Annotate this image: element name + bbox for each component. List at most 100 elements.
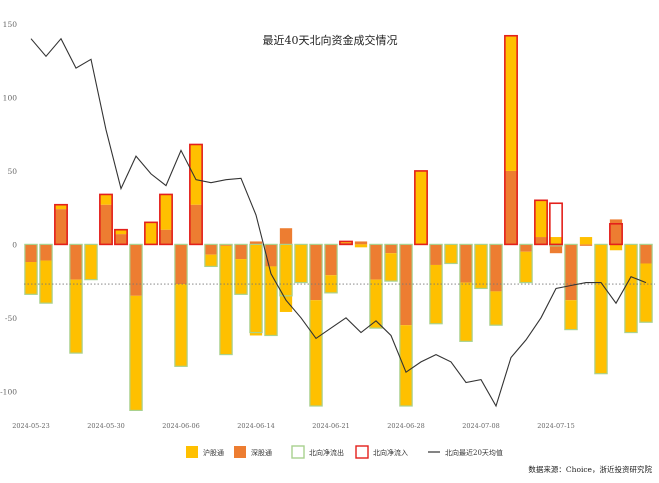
bar-net-inflow-outline	[504, 34, 518, 246]
bar-shanghai-connect	[99, 194, 113, 205]
bar-net-outflow-outline	[369, 243, 383, 329]
legend-label: 北向最近20天均值	[445, 448, 503, 457]
bar-net-inflow-outline	[189, 143, 203, 246]
x-tick-label: 2024-06-28	[387, 422, 424, 430]
bar-net-outflow-outline	[69, 243, 83, 354]
chart-title: 最近40天北向资金成交情况	[263, 33, 398, 47]
moving-average-group	[30, 37, 647, 408]
legend-swatch-outline	[291, 445, 305, 459]
bar-net-outflow-outline	[234, 243, 248, 295]
y-tick-label: -100	[0, 387, 17, 396]
bar-shanghai-connect	[534, 200, 548, 238]
bar-shanghai-connect	[459, 282, 473, 342]
bar-shanghai-connect	[69, 279, 83, 354]
bar-net-outflow-outline	[429, 243, 443, 325]
bar-shanghai-connect	[504, 35, 518, 171]
bar-shanghai-connect	[354, 244, 368, 248]
bar-shenzhen-connect	[309, 244, 323, 301]
legend: 沪股通 深股通 北向净流出 北向净流入 北向最近20天均值	[186, 445, 503, 459]
bar-shenzhen-connect	[489, 244, 503, 292]
bar-shenzhen-connect	[369, 244, 383, 280]
bar-shanghai-connect	[114, 229, 128, 235]
bar-shenzhen-connect	[174, 244, 188, 285]
bar-shenzhen-connect	[279, 228, 293, 245]
legend-swatch	[234, 446, 246, 458]
bar-shanghai-connect	[294, 244, 308, 283]
bar-net-inflow-outline	[114, 228, 128, 246]
bar-shenzhen-connect	[609, 219, 623, 245]
bar-shanghai-connect	[39, 260, 53, 304]
y-axis: 150 100 50 0 -50 -100	[0, 20, 17, 396]
bar-shanghai-connect	[594, 244, 608, 374]
x-tick-label: 2024-06-14	[237, 422, 274, 430]
bar-net-outflow-outline	[219, 243, 233, 356]
bar-shanghai-connect	[564, 300, 578, 330]
bar-shanghai-connect	[324, 275, 338, 293]
bar-net-outflow-outline	[294, 243, 308, 284]
y-tick-label: -50	[5, 314, 17, 323]
bar-shenzhen-connect	[54, 209, 68, 245]
bar-shanghai-connect	[384, 253, 398, 282]
bar-shanghai-connect	[519, 251, 533, 283]
legend-label: 沪股通	[203, 448, 224, 457]
bar-shanghai-connect	[249, 244, 263, 336]
bar-net-outflow-outline	[459, 243, 473, 342]
bar-shanghai-connect	[579, 237, 593, 245]
bar-shenzhen-connect	[39, 244, 53, 261]
bar-shanghai-connect	[234, 259, 248, 295]
bar-shenzhen-connect	[114, 234, 128, 245]
bar-net-outflow-outline	[249, 243, 263, 334]
bar-shanghai-connect	[54, 204, 68, 210]
bar-net-outflow-outline	[279, 243, 293, 297]
bar-shenzhen-connect	[204, 244, 218, 255]
x-axis: 2024-05-23 2024-05-30 2024-06-06 2024-06-14…	[12, 422, 574, 430]
bar-shanghai-connect	[369, 279, 383, 329]
bar-net-outflow-outline	[399, 243, 413, 407]
bar-shanghai-connect	[309, 300, 323, 406]
bar-net-inflow-outline	[54, 203, 68, 246]
bar-shanghai-connect	[189, 144, 203, 205]
bar-shanghai-connect	[159, 194, 173, 230]
bar-shenzhen-connect	[549, 244, 563, 254]
bar-shanghai-connect	[429, 264, 443, 324]
bar-shenzhen-connect	[579, 244, 593, 246]
bar-net-outflow-outline	[309, 243, 323, 407]
bar-shenzhen-connect	[399, 244, 413, 326]
bar-shanghai-connect	[24, 262, 38, 295]
bar-net-outflow-outline	[489, 243, 503, 326]
bar-shenzhen-connect	[24, 244, 38, 263]
bar-shenzhen-connect	[219, 244, 233, 246]
x-tick-label: 2024-06-06	[162, 422, 199, 430]
bar-shanghai-connect	[444, 244, 458, 264]
bar-net-inflow-outline	[339, 240, 353, 246]
bar-net-outflow-outline	[24, 243, 38, 295]
bar-shanghai-connect	[129, 295, 143, 411]
bar-net-outflow-outline	[204, 243, 218, 268]
bar-net-outflow-outline	[129, 243, 143, 412]
legend-label: 深股通	[251, 448, 272, 457]
bar-shanghai-connect	[264, 266, 278, 336]
bar-net-outflow-outline	[264, 243, 278, 337]
bar-net-inflow-outline	[159, 193, 173, 246]
bar-shanghai-connect	[84, 244, 98, 280]
x-tick-label: 2024-06-21	[312, 422, 349, 430]
bar-shanghai-connect	[414, 170, 428, 245]
bar-shanghai-connect	[219, 245, 233, 355]
bar-net-inflow-outline	[144, 221, 158, 246]
bar-shanghai-connect	[624, 244, 638, 333]
bar-shenzhen-connect	[384, 244, 398, 254]
bar-shanghai-connect	[489, 291, 503, 326]
bar-shenzhen-connect	[189, 204, 203, 245]
bar-shenzhen-connect	[354, 241, 368, 245]
y-tick-label: 150	[3, 20, 18, 29]
bar-net-outflow-outline	[519, 243, 533, 284]
bar-shanghai-connect	[639, 263, 653, 323]
bar-shanghai-connect	[399, 325, 413, 406]
bar-net-outflow-outline	[444, 243, 458, 265]
bar-shenzhen-connect	[459, 244, 473, 283]
bar-shanghai-connect	[474, 244, 488, 289]
bar-net-outflow-outline	[324, 243, 338, 294]
bar-shanghai-connect	[174, 284, 188, 367]
bar-shanghai-connect	[549, 237, 563, 245]
